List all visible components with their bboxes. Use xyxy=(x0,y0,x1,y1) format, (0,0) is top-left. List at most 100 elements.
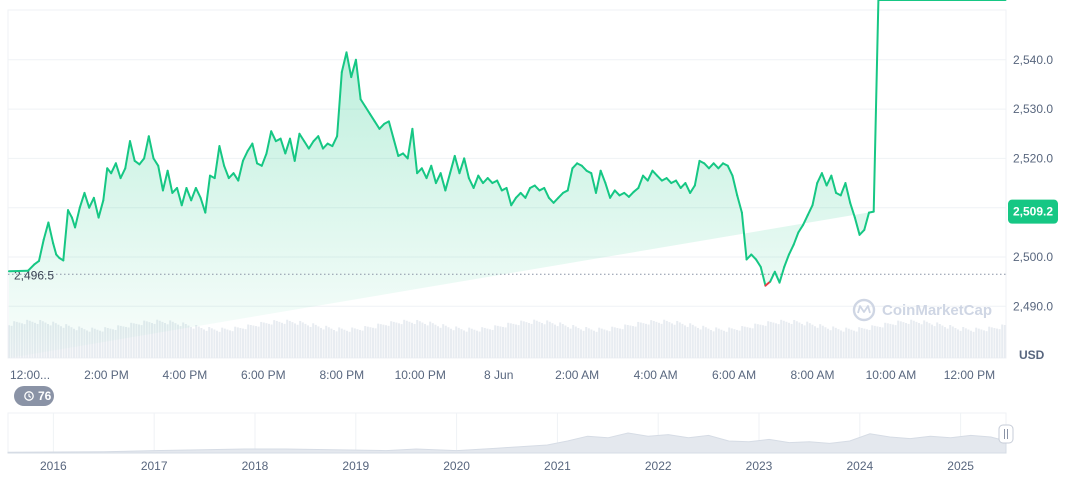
price-line-segment xyxy=(486,177,494,185)
volume-bar xyxy=(842,331,845,358)
volume-bar xyxy=(920,324,923,358)
price-line-segment xyxy=(143,135,150,160)
price-line-segment xyxy=(83,191,91,209)
price-line-segment xyxy=(853,216,861,236)
volume-bar xyxy=(348,331,351,358)
navigator-handle[interactable] xyxy=(998,424,1014,444)
volume-bar xyxy=(249,325,252,358)
volume-bar xyxy=(405,320,408,358)
volume-bar xyxy=(892,324,894,358)
volume-bar xyxy=(273,320,276,358)
volume-bar xyxy=(671,323,673,358)
price-line-segment xyxy=(354,58,362,101)
price-line-segment xyxy=(138,157,146,166)
volume-bar xyxy=(639,322,642,358)
price-line-segment xyxy=(373,120,381,130)
price-line-segment xyxy=(505,186,513,207)
current-price-badge xyxy=(1008,199,1058,224)
volume-bar xyxy=(265,323,268,358)
volume-bar xyxy=(554,324,556,358)
price-line-segment xyxy=(797,223,805,234)
volume-bar xyxy=(637,321,640,358)
price-line-segment xyxy=(307,140,315,150)
navigator-year-label: 2024 xyxy=(846,459,873,473)
volume-bar xyxy=(192,328,195,358)
volume-bar xyxy=(184,323,187,358)
volume-bar xyxy=(413,323,416,358)
price-line-segment xyxy=(783,253,790,268)
volume-bar xyxy=(122,326,125,358)
price-line-segment xyxy=(802,214,809,226)
volume-bar xyxy=(853,330,855,358)
volume-bar xyxy=(1001,324,1004,358)
volume-bar xyxy=(707,328,710,358)
volume-bar xyxy=(429,321,432,358)
watermark: CoinMarketCap xyxy=(852,298,992,322)
volume-bar xyxy=(281,322,283,358)
price-line-segment xyxy=(340,51,348,74)
volume-bar xyxy=(741,326,744,358)
volume-bar xyxy=(104,327,107,358)
volume-bar xyxy=(910,319,913,358)
volume-bar xyxy=(816,327,819,358)
price-line-segment xyxy=(679,182,687,189)
volume-bar xyxy=(951,326,954,358)
volume-bar xyxy=(473,329,476,358)
volume-bar xyxy=(855,331,858,358)
price-line-segment xyxy=(651,169,659,177)
range-navigator[interactable]: 2016 2017 2018 2019 2020 2021 2022 2023 2024 2025 xyxy=(7,412,1014,473)
volume-bar xyxy=(499,326,502,358)
history-badge[interactable]: 76 xyxy=(14,386,54,406)
volume-bar xyxy=(343,329,346,358)
volume-bar xyxy=(457,327,460,358)
price-line-segment xyxy=(152,157,160,167)
volume-bar xyxy=(205,330,208,358)
volume-bar xyxy=(369,327,372,358)
volume-bar xyxy=(286,319,289,358)
volume-bar xyxy=(221,327,224,358)
volume-bar xyxy=(535,320,538,358)
volume-bar xyxy=(325,325,328,358)
volume-bar xyxy=(346,330,348,358)
price-line-segment xyxy=(270,130,277,143)
volume-bar xyxy=(203,329,205,358)
volume-bar xyxy=(200,328,203,358)
price-line-segment xyxy=(74,206,81,229)
volume-bar xyxy=(208,327,211,358)
volume-bar xyxy=(858,327,861,358)
price-line-segment xyxy=(166,169,174,194)
volume-bar xyxy=(317,326,320,358)
volume-bar xyxy=(556,326,559,358)
volume-bar xyxy=(582,330,585,358)
volume-bar xyxy=(210,328,213,358)
navigator-year-label: 2018 xyxy=(242,459,269,473)
volume-bar xyxy=(452,330,455,358)
price-line-segment xyxy=(458,157,466,175)
volume-bar xyxy=(598,327,601,358)
price-line-segment xyxy=(237,159,244,182)
price-line-segment xyxy=(552,196,560,204)
volume-bar xyxy=(962,327,965,358)
volume-bar xyxy=(944,327,946,358)
volume-bar xyxy=(252,325,255,358)
volume-bar xyxy=(460,329,463,358)
price-line-segment xyxy=(693,159,701,187)
volume-bar xyxy=(530,323,533,358)
volume-bar xyxy=(135,323,138,358)
volume-bar xyxy=(288,320,291,358)
price-line-segment xyxy=(533,184,541,192)
volume-bar xyxy=(775,323,777,358)
price-line-segment xyxy=(345,51,353,79)
volume-bar xyxy=(408,321,411,358)
volume-bar xyxy=(400,324,403,358)
volume-bar xyxy=(504,327,507,358)
volume-bar xyxy=(260,321,263,358)
navigator-year-label: 2016 xyxy=(40,459,67,473)
x-tick-label: 2:00 PM xyxy=(84,368,129,382)
volume-bar xyxy=(486,328,489,358)
volume-bar xyxy=(301,322,304,358)
price-line-segment xyxy=(792,231,800,246)
volume-bar xyxy=(777,324,780,358)
price-line-segment xyxy=(514,191,522,199)
volume-bar xyxy=(998,329,1001,358)
